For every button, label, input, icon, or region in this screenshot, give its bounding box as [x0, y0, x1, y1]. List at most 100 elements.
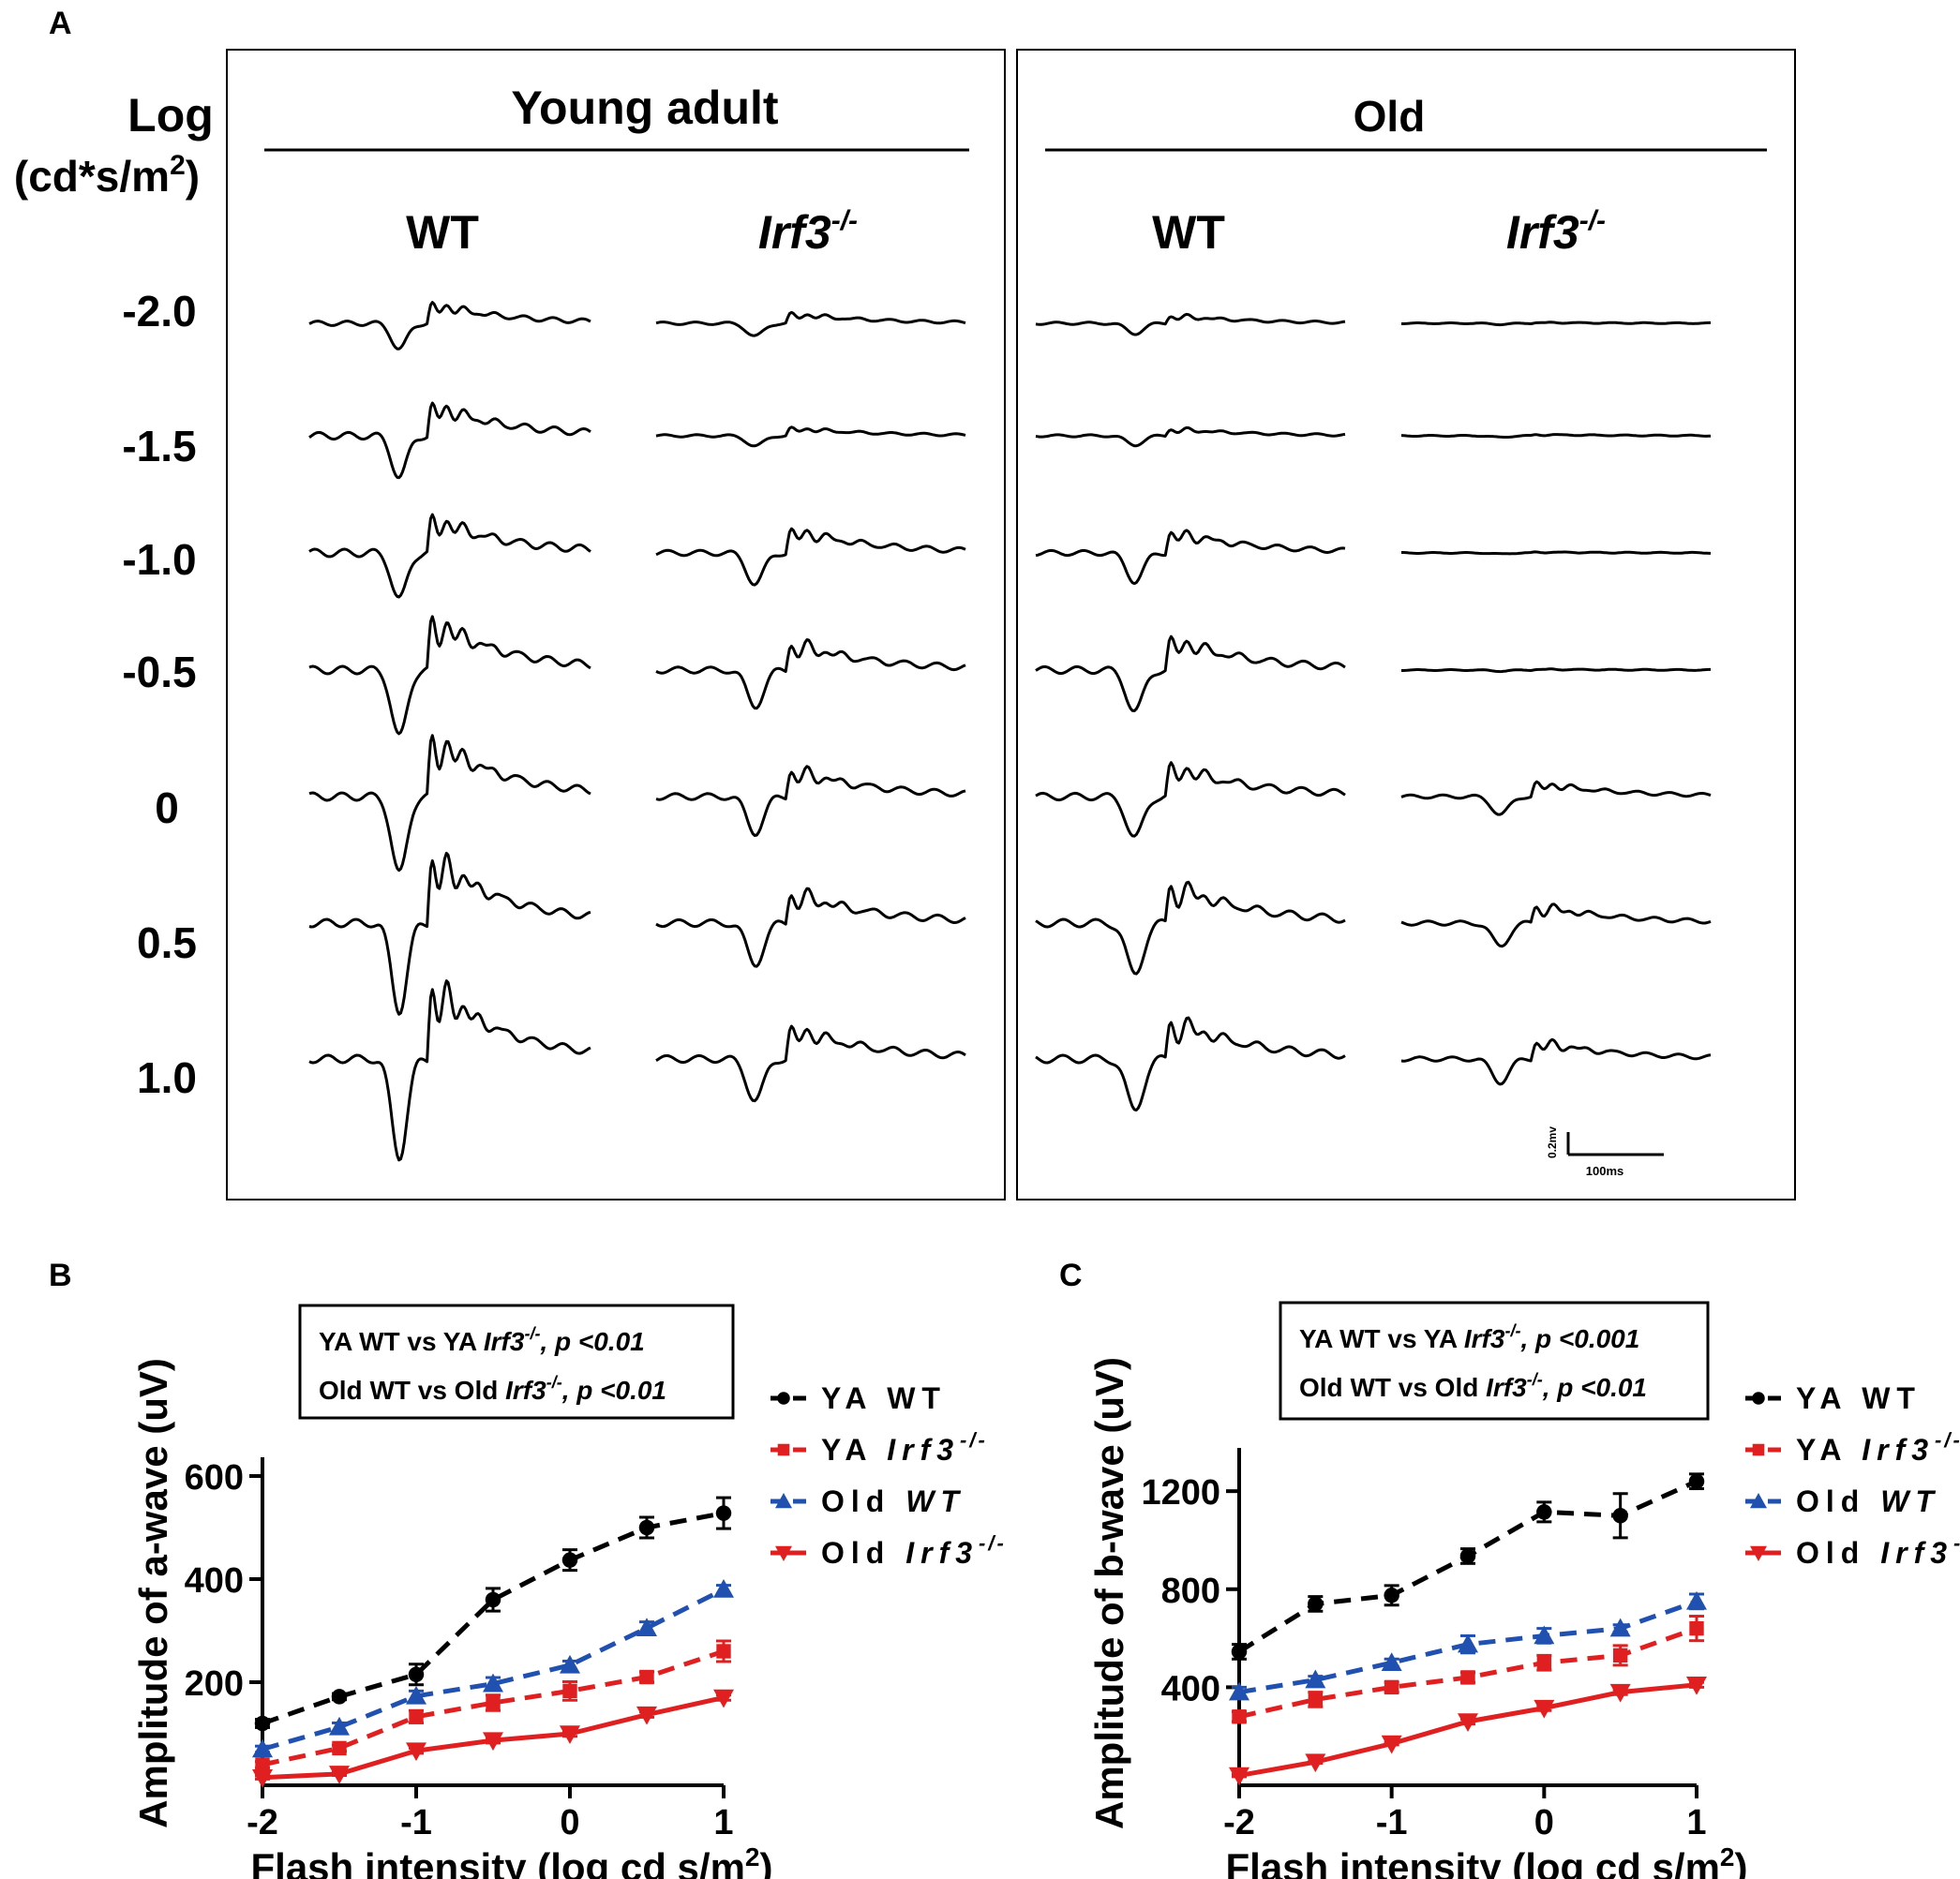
data-point	[252, 1738, 273, 1758]
data-point	[1308, 1596, 1324, 1612]
legend-marker	[1752, 1443, 1765, 1456]
x-tick-label: 0	[1534, 1803, 1554, 1842]
panel-letter-a: A	[49, 6, 72, 41]
x-tick-label: -2	[247, 1803, 278, 1842]
data-point	[1229, 1767, 1249, 1786]
data-point	[1534, 1625, 1555, 1645]
data-point	[1229, 1681, 1249, 1701]
data-point	[406, 1685, 426, 1705]
data-point	[639, 1669, 654, 1685]
erg-trace	[308, 401, 591, 480]
data-point	[1460, 1670, 1475, 1685]
data-point	[1686, 1676, 1707, 1695]
data-point	[713, 1689, 734, 1708]
data-point	[1305, 1753, 1326, 1773]
erg-trace	[1400, 902, 1712, 948]
erg-trace	[1400, 1037, 1712, 1086]
erg-trace	[308, 734, 591, 872]
data-point	[331, 1689, 348, 1705]
data-point	[1381, 1735, 1402, 1754]
erg-traces	[308, 301, 1712, 1162]
data-point	[715, 1505, 732, 1521]
panel-letter-b: B	[49, 1258, 72, 1293]
data-point	[1534, 1699, 1555, 1719]
scale-bar: 0.2mv 100ms	[1546, 1126, 1664, 1178]
legend-marker	[775, 1545, 792, 1561]
data-point	[1458, 1633, 1478, 1653]
intensity-label: 0.5	[137, 918, 197, 967]
erg-trace	[655, 638, 966, 710]
data-point	[408, 1666, 425, 1682]
data-point	[562, 1683, 577, 1699]
series-line	[262, 1587, 726, 1752]
erg-trace	[1400, 433, 1712, 439]
legend-label: Old Irf3-/-	[821, 1531, 1007, 1570]
legend-marker	[777, 1392, 790, 1405]
data-point	[560, 1654, 580, 1674]
erg-trace	[655, 887, 966, 968]
erg-trace	[308, 851, 591, 1016]
intensity-label: 1.0	[137, 1053, 197, 1102]
data-point	[1609, 1683, 1631, 1703]
intensity-label: -1.5	[122, 422, 196, 470]
panel-a-ylabel-line2: (cd*s/m2)	[14, 150, 200, 201]
x-tick-label: 1	[1686, 1803, 1706, 1842]
stats-line: YA WT vs YA Irf3-/-, p <0.01	[319, 1324, 645, 1356]
column-label-ya-irf3: Irf3-/-	[758, 205, 858, 259]
erg-trace	[1400, 780, 1712, 816]
data-point	[1536, 1504, 1552, 1520]
erg-trace	[308, 979, 591, 1162]
erg-trace	[1035, 761, 1346, 838]
data-point	[1536, 1655, 1552, 1670]
scale-bar-vertical-label: 0.2mv	[1546, 1126, 1559, 1158]
erg-trace	[655, 765, 966, 837]
data-point	[1459, 1548, 1476, 1564]
legend-label: YA WT	[1796, 1381, 1922, 1415]
erg-trace	[1035, 634, 1346, 712]
data-point	[1609, 1618, 1631, 1637]
data-point	[254, 1715, 271, 1732]
x-tick-label: -2	[1223, 1803, 1255, 1842]
x-tick-label: -1	[1376, 1803, 1408, 1842]
erg-trace	[655, 1024, 966, 1103]
erg-trace	[1035, 312, 1346, 336]
erg-trace	[1035, 529, 1346, 586]
data-point	[255, 1757, 270, 1772]
scale-bar-horizontal-label: 100ms	[1586, 1164, 1623, 1178]
data-point	[636, 1618, 657, 1637]
erg-trace	[308, 513, 591, 599]
group-title-young-adult: Young adult	[511, 82, 778, 134]
data-point	[1458, 1713, 1478, 1732]
panel-a-ylabel-line1: Log	[127, 89, 214, 142]
data-point	[329, 1716, 350, 1736]
data-point	[1384, 1588, 1399, 1603]
data-point	[409, 1709, 424, 1724]
x-tick-label: 0	[560, 1803, 579, 1842]
data-point	[1612, 1508, 1628, 1524]
data-point	[1305, 1669, 1326, 1689]
data-point	[1686, 1590, 1707, 1610]
legend-label: YA WT	[821, 1381, 947, 1415]
legend-marker	[777, 1443, 790, 1456]
intensity-labels: -2.0 -1.5 -1.0 -0.5 0 0.5 1.0	[122, 287, 197, 1102]
erg-trace	[1035, 880, 1346, 976]
y-tick-label: 200	[185, 1664, 244, 1704]
intensity-label: 0	[155, 783, 179, 832]
old-box	[1016, 49, 1796, 1200]
panel-letter-c: C	[1059, 1258, 1083, 1293]
legend-label: Old WT	[821, 1484, 965, 1518]
erg-trace	[655, 310, 966, 337]
y-tick-label: 600	[185, 1458, 244, 1498]
data-point	[561, 1552, 578, 1568]
stats-line: Old WT vs Old Irf3-/-, p <0.01	[319, 1373, 666, 1405]
erg-trace	[1401, 667, 1711, 674]
erg-trace	[308, 615, 591, 736]
column-label-old-wt: WT	[1152, 206, 1225, 259]
data-point	[486, 1695, 501, 1710]
data-point	[329, 1766, 350, 1784]
group-title-old: Old	[1354, 92, 1426, 141]
legend-marker	[1752, 1392, 1765, 1405]
data-point	[483, 1673, 503, 1693]
erg-trace	[1035, 1016, 1346, 1111]
